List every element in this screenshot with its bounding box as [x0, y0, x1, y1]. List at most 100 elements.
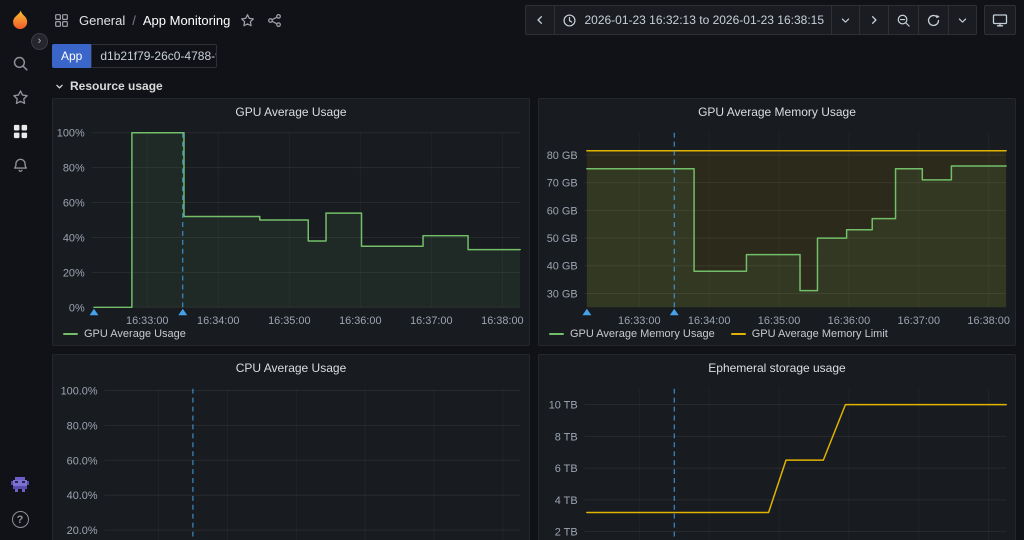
panel-gpu-average-memory-usage: GPU Average Memory Usage 30 GB 40 GB 50 GB…	[538, 98, 1016, 346]
tv-mode-button[interactable]	[984, 5, 1016, 35]
legend-swatch	[549, 333, 564, 336]
svg-text:16:34:00: 16:34:00	[197, 315, 239, 327]
svg-text:100%: 100%	[57, 128, 85, 140]
chevron-right-glyph: ›	[38, 36, 42, 47]
panel-ephemeral-storage-usage: Ephemeral storage usage 2 TB4 TB6 TB8 TB…	[538, 354, 1016, 540]
grafana-logo-icon[interactable]	[8, 8, 32, 32]
svg-text:16:38:00: 16:38:00	[481, 315, 523, 327]
svg-text:16:35:00: 16:35:00	[268, 315, 310, 327]
breadcrumb-page[interactable]: App Monitoring	[143, 13, 230, 28]
svg-text:8 TB: 8 TB	[555, 431, 578, 443]
breadcrumb-section[interactable]: General	[79, 13, 125, 28]
svg-text:80.0%: 80.0%	[67, 420, 98, 432]
svg-text:2 TB: 2 TB	[555, 527, 578, 539]
topbar: General / App Monitoring	[40, 0, 1024, 40]
share-dashboard-button[interactable]	[265, 11, 284, 30]
svg-text:10 TB: 10 TB	[549, 400, 578, 412]
variable-app-value-dropdown[interactable]: d1b21f79-26c0-4788-96	[91, 44, 217, 68]
legend-swatch	[731, 333, 746, 336]
panel-title[interactable]: GPU Average Memory Usage	[539, 99, 1015, 125]
panel-gpu-average-usage: GPU Average Usage 0% 20% 40% 60% 80% 100% 16:3…	[52, 98, 530, 346]
svg-text:16:35:00: 16:35:00	[758, 315, 800, 327]
svg-text:40.0%: 40.0%	[67, 490, 98, 502]
dashboard-content: General / App Monitoring	[40, 0, 1024, 540]
time-range-label: 2026-01-23 16:32:13 to 2026-01-23 16:38:…	[584, 13, 824, 27]
dashboards-icon[interactable]	[0, 114, 40, 148]
star-dashboard-button[interactable]	[238, 11, 257, 30]
svg-text:40 GB: 40 GB	[547, 261, 578, 273]
svg-text:80 GB: 80 GB	[547, 150, 578, 162]
svg-text:20.0%: 20.0%	[67, 525, 98, 537]
topbar-left: General / App Monitoring	[52, 11, 284, 30]
sidebar-nav	[0, 46, 40, 182]
chart-cpu-average-usage[interactable]: 20.0%40.0%60.0%80.0%100.0%16:33:0016:34:…	[53, 355, 529, 540]
svg-text:0%: 0%	[69, 302, 85, 314]
svg-text:50 GB: 50 GB	[547, 233, 578, 245]
panel-title[interactable]: CPU Average Usage	[53, 355, 529, 381]
svg-text:16:37:00: 16:37:00	[898, 315, 940, 327]
svg-text:16:36:00: 16:36:00	[828, 315, 870, 327]
alerting-bell-icon[interactable]	[0, 148, 40, 182]
time-controls: 2026-01-23 16:32:13 to 2026-01-23 16:38:…	[525, 5, 977, 35]
chart-legend: GPU Average Usage	[63, 328, 186, 340]
svg-text:80%: 80%	[63, 163, 85, 175]
search-icon[interactable]	[0, 46, 40, 80]
chevron-down-icon	[54, 81, 65, 92]
topbar-right: 2026-01-23 16:32:13 to 2026-01-23 16:38:…	[525, 5, 1016, 35]
legend-label: GPU Average Usage	[84, 328, 186, 340]
svg-text:4 TB: 4 TB	[555, 495, 578, 507]
svg-text:16:33:00: 16:33:00	[618, 315, 660, 327]
svg-text:16:33:00: 16:33:00	[126, 315, 168, 327]
panel-title[interactable]: GPU Average Usage	[53, 99, 529, 125]
help-icon[interactable]: ?	[12, 511, 29, 528]
svg-text:16:37:00: 16:37:00	[410, 315, 452, 327]
variable-app: App d1b21f79-26c0-4788-96	[52, 44, 217, 68]
legend-item[interactable]: GPU Average Usage	[63, 328, 186, 340]
breadcrumb: General / App Monitoring	[79, 13, 230, 28]
zoom-out-button[interactable]	[888, 5, 919, 35]
chart-gpu-average-usage[interactable]: 0% 20% 40% 60% 80% 100% 16:33:00 16:34:00 16:35:…	[53, 99, 529, 345]
chart-gpu-average-memory-usage[interactable]: 30 GB 40 GB 50 GB 60 GB 70 GB 80 GB 16:33:00 16…	[539, 99, 1015, 345]
sidebar-expand-button[interactable]: ›	[31, 33, 48, 50]
svg-text:20%: 20%	[63, 267, 85, 279]
time-range-button[interactable]: 2026-01-23 16:32:13 to 2026-01-23 16:38:…	[554, 5, 832, 35]
refresh-button[interactable]	[918, 5, 949, 35]
svg-text:60 GB: 60 GB	[547, 205, 578, 217]
row-title: Resource usage	[70, 79, 163, 93]
svg-text:100.0%: 100.0%	[61, 385, 98, 397]
chart-ephemeral-storage-usage[interactable]: 2 TB4 TB6 TB8 TB10 TB16:33:0016:34:0016:…	[539, 355, 1015, 540]
legend-label: GPU Average Memory Usage	[570, 328, 715, 340]
legend-swatch	[63, 333, 78, 336]
row-resource-usage[interactable]: Resource usage	[40, 70, 1024, 98]
svg-text:16:34:00: 16:34:00	[688, 315, 730, 327]
svg-text:40%: 40%	[63, 232, 85, 244]
question-mark-glyph: ?	[17, 514, 24, 526]
panel-grid: GPU Average Usage 0% 20% 40% 60% 80% 100% 16:3…	[40, 98, 1024, 540]
breadcrumb-separator: /	[132, 13, 136, 28]
grafana-app: ›	[0, 0, 1024, 540]
svg-text:60.0%: 60.0%	[67, 455, 98, 467]
apps-grid-icon	[52, 11, 71, 30]
legend-item[interactable]: GPU Average Memory Limit	[731, 328, 888, 340]
time-back-button[interactable]	[525, 5, 555, 35]
time-forward-button[interactable]	[859, 5, 889, 35]
svg-text:60%: 60%	[63, 198, 85, 210]
svg-text:30 GB: 30 GB	[547, 288, 578, 300]
panel-title[interactable]: Ephemeral storage usage	[539, 355, 1015, 381]
starred-dashboards-icon[interactable]	[0, 80, 40, 114]
clock-icon	[562, 13, 577, 28]
svg-text:70 GB: 70 GB	[547, 178, 578, 190]
legend-item[interactable]: GPU Average Memory Usage	[549, 328, 715, 340]
variables-bar: App d1b21f79-26c0-4788-96	[40, 40, 1024, 70]
panel-cpu-average-usage: CPU Average Usage 20.0% 40.0% 60.0% 80.0% 10…	[52, 354, 530, 540]
time-range-dropdown-button[interactable]	[831, 5, 860, 35]
variable-app-label: App	[52, 44, 91, 68]
legend-label: GPU Average Memory Limit	[752, 328, 888, 340]
svg-text:16:36:00: 16:36:00	[339, 315, 381, 327]
chart-legend: GPU Average Memory Usage GPU Average Memo…	[549, 328, 888, 340]
refresh-interval-dropdown-button[interactable]	[948, 5, 977, 35]
sidebar: ›	[0, 0, 40, 540]
svg-text:16:38:00: 16:38:00	[967, 315, 1009, 327]
sidebar-bottom: ?	[10, 475, 30, 528]
user-avatar[interactable]	[10, 475, 30, 495]
